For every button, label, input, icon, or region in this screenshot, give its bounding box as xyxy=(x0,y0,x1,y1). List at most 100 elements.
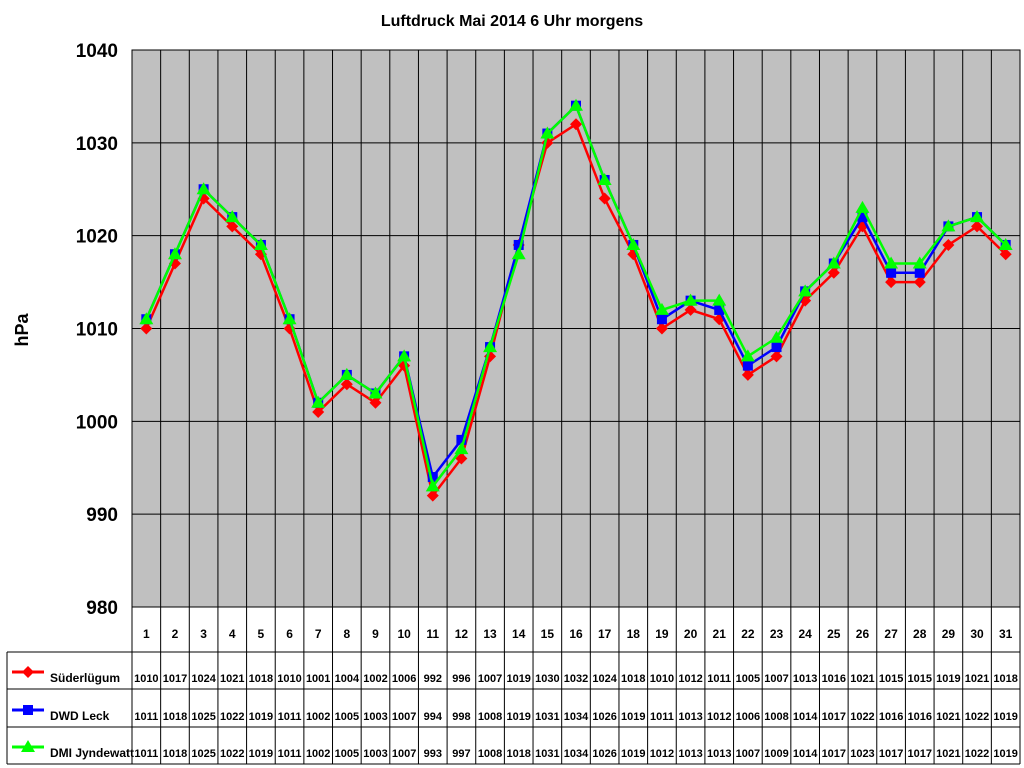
x-category-label: 7 xyxy=(315,627,322,641)
table-cell-value: 1011 xyxy=(278,711,302,723)
data-point-diamond xyxy=(913,276,926,289)
table-cell-value: 1021 xyxy=(220,673,244,685)
table-cell-value: 1019 xyxy=(621,748,645,760)
table-cell-value: 1034 xyxy=(564,711,589,723)
x-category-label: 12 xyxy=(455,627,469,641)
data-point-diamond xyxy=(885,276,898,289)
table-cell-value: 1021 xyxy=(936,711,960,723)
x-category-label: 5 xyxy=(258,627,265,641)
data-point-triangle xyxy=(167,247,182,260)
table-cell-value: 1007 xyxy=(764,673,788,685)
data-point-diamond xyxy=(455,452,468,465)
data-point-triangle xyxy=(454,442,469,455)
table-cell-value: 1002 xyxy=(306,711,330,723)
table-cell-value: 1017 xyxy=(879,748,903,760)
data-point-triangle xyxy=(626,237,641,250)
data-point-triangle xyxy=(425,479,440,492)
table-cell-value: 1013 xyxy=(707,748,731,760)
table-cell-value: 1001 xyxy=(306,673,330,685)
table-cell-value: 1003 xyxy=(363,711,387,723)
x-category-label: 2 xyxy=(172,627,179,641)
table-cell-value: 1008 xyxy=(764,711,788,723)
x-category-label: 31 xyxy=(999,627,1013,641)
data-point-diamond xyxy=(770,350,783,363)
data-point-triangle xyxy=(798,284,813,297)
table-cell-value: 996 xyxy=(452,673,470,685)
table-cell-value: 1008 xyxy=(478,748,502,760)
table-cell-value: 1009 xyxy=(764,748,788,760)
data-point-triangle xyxy=(769,330,784,343)
table-cell-value: 1019 xyxy=(506,711,530,723)
table-cell-value: 1014 xyxy=(793,748,818,760)
data-point-square xyxy=(886,267,897,278)
data-point-diamond xyxy=(22,666,34,678)
data-point-diamond xyxy=(741,368,754,381)
data-point-square xyxy=(456,434,467,445)
table-cell-value: 1005 xyxy=(736,673,760,685)
data-point-diamond xyxy=(684,303,697,316)
legend-label: Süderlügum xyxy=(50,671,120,685)
x-category-label: 20 xyxy=(684,627,698,641)
data-point-square xyxy=(914,267,925,278)
x-category-label: 15 xyxy=(541,627,555,641)
table-cell-value: 1011 xyxy=(134,711,158,723)
table-cell-value: 1024 xyxy=(592,673,617,685)
table-cell-value: 1014 xyxy=(793,711,818,723)
data-point-triangle xyxy=(826,256,841,269)
table-cell-value: 1005 xyxy=(335,711,359,723)
table-cell-value: 1025 xyxy=(191,711,215,723)
x-category-label: 28 xyxy=(913,627,927,641)
table-cell-value: 1031 xyxy=(535,711,559,723)
y-tick-label: 1040 xyxy=(76,41,118,62)
table-cell-value: 1022 xyxy=(850,711,874,723)
table-cell-value: 1026 xyxy=(592,748,616,760)
table-cell-value: 1010 xyxy=(277,673,301,685)
x-category-label: 29 xyxy=(942,627,956,641)
x-category-label: 16 xyxy=(569,627,583,641)
x-category-label: 18 xyxy=(627,627,641,641)
table-cell-value: 1018 xyxy=(249,673,273,685)
data-point-diamond xyxy=(655,322,668,335)
y-tick-label: 980 xyxy=(86,598,118,619)
table-cell-value: 1011 xyxy=(707,673,731,685)
table-cell-value: 1013 xyxy=(793,673,817,685)
table-cell-value: 1017 xyxy=(822,711,846,723)
table-cell-value: 1004 xyxy=(335,673,360,685)
x-category-label: 14 xyxy=(512,627,526,641)
table-cell-value: 998 xyxy=(452,711,470,723)
table-cell-value: 1032 xyxy=(564,673,588,685)
table-cell-value: 1011 xyxy=(650,711,674,723)
x-category-label: 9 xyxy=(372,627,379,641)
legend-label: DMI Jyndewatt xyxy=(50,746,134,760)
table-cell-value: 1011 xyxy=(134,748,158,760)
data-point-square xyxy=(656,314,667,325)
table-cell-value: 1011 xyxy=(278,748,302,760)
data-point-triangle xyxy=(339,367,354,380)
table-cell-value: 1007 xyxy=(392,711,416,723)
table-cell-value: 1021 xyxy=(965,673,989,685)
x-category-label: 22 xyxy=(741,627,755,641)
data-point-square xyxy=(714,304,725,315)
x-category-label: 21 xyxy=(713,627,727,641)
x-category-label: 17 xyxy=(598,627,612,641)
data-point-triangle xyxy=(139,312,154,325)
data-point-diamond xyxy=(570,118,582,131)
data-point-triangle xyxy=(511,247,526,260)
data-point-triangle xyxy=(970,210,985,223)
table-cell-value: 994 xyxy=(424,711,443,723)
series-süderlügum xyxy=(140,118,1012,502)
table-cell-value: 1024 xyxy=(191,673,216,685)
table-cell-value: 1006 xyxy=(736,711,760,723)
table-cell-value: 1022 xyxy=(965,748,989,760)
x-category-label: 3 xyxy=(200,627,207,641)
data-point-triangle xyxy=(712,293,727,306)
table-cell-value: 1019 xyxy=(621,711,645,723)
data-point-diamond xyxy=(226,220,239,233)
x-category-label: 24 xyxy=(798,627,812,641)
table-cell-value: 1019 xyxy=(506,673,530,685)
y-tick-label: 990 xyxy=(86,505,118,526)
table-cell-value: 1012 xyxy=(650,748,674,760)
table-cell-value: 1010 xyxy=(134,673,158,685)
data-point-square xyxy=(742,360,753,371)
